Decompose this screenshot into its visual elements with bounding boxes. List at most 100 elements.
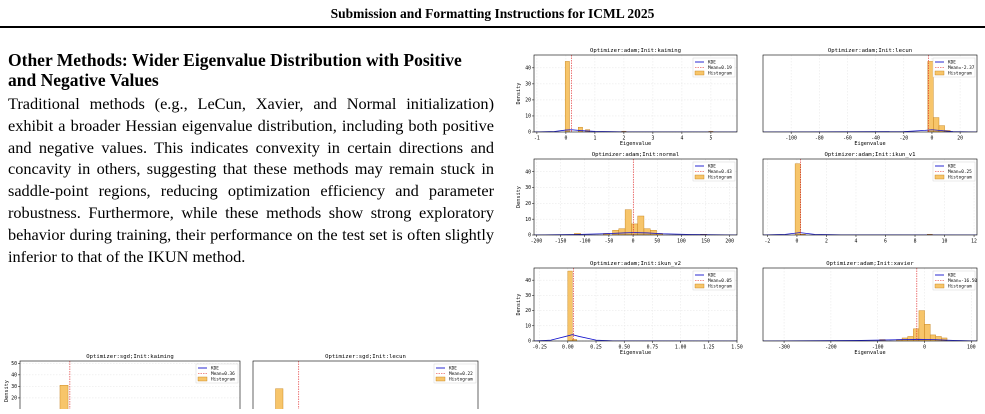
x-tick-label: 6 (884, 239, 887, 245)
axes-frame (252, 360, 479, 414)
legend-kde-label: KDE (708, 60, 716, 66)
kde-curve (763, 129, 977, 132)
x-tick-label: 100 (967, 345, 976, 351)
chart-title: Optimizer:adam;Init:lecun (828, 48, 912, 54)
x-tick-label: 0 (795, 239, 798, 245)
histogram-bars (763, 55, 977, 132)
legend-kde-label: KDE (708, 273, 716, 279)
chart-panel: Optimizer:adam;Init:xavier -300 -200 -100 0 1… (762, 261, 978, 356)
y-tick-label: 20 (525, 98, 531, 104)
y-tick-label: 30 (525, 81, 531, 87)
legend-kde-label: KDE (948, 164, 956, 170)
y-tick-label: 20 (11, 396, 17, 402)
y-tick-label: 40 (525, 65, 531, 71)
x-tick-label: 20 (957, 136, 963, 142)
chart-title: Optimizer:sgd;Init:lecun (325, 354, 406, 360)
x-tick-label: 150 (701, 239, 710, 245)
y-tick-label: 10 (525, 217, 531, 223)
histogram-bar (631, 223, 638, 235)
legend-mean-label: Mean=0.05 (708, 278, 732, 284)
x-tick-label: 200 (725, 239, 734, 245)
histogram-bars (275, 361, 300, 414)
running-title: Submission and Formatting Instructions f… (330, 6, 655, 21)
x-tick-label: -1 (534, 136, 540, 142)
histogram-bar (578, 126, 583, 132)
legend-hist-label: Histogram (948, 284, 972, 290)
legend-hist-swatch (694, 70, 705, 76)
y-axis-label: Density (516, 186, 522, 208)
y-tick-label: 10 (525, 114, 531, 120)
x-tick-label: 2 (622, 136, 625, 142)
legend-hist-swatch (435, 376, 446, 382)
x-tick-label: -100 (872, 345, 884, 351)
histogram-bar (907, 336, 914, 341)
histogram-bar (927, 61, 934, 132)
axes-frame (762, 267, 978, 342)
histogram-bar (935, 336, 942, 341)
section-body: Traditional methods (e.g., LeCun, Xavier… (8, 94, 494, 266)
legend-mean-label: Mean=0.36 (211, 371, 235, 377)
x-tick-label: 5 (709, 136, 712, 142)
x-tick-label: 2 (825, 239, 828, 245)
y-axis-label: Density (516, 294, 522, 316)
axes-frame (762, 158, 978, 236)
histogram-bar (938, 125, 945, 132)
y-tick-label: 30 (525, 185, 531, 191)
x-tick-label: -300 (778, 345, 790, 351)
histogram-bars (534, 159, 737, 235)
legend-mean-label: Mean=0.19 (708, 65, 732, 71)
y-tick-label: 40 (525, 278, 531, 284)
histogram-bar (650, 230, 657, 235)
x-tick-label: -0.25 (532, 345, 547, 351)
histogram-bar (564, 61, 570, 132)
legend-hist-swatch (694, 174, 705, 180)
y-tick-label: 40 (11, 372, 17, 378)
x-tick-label: 1.00 (675, 345, 687, 351)
x-tick-label: -20 (899, 136, 908, 142)
y-tick-label: 20 (525, 201, 531, 207)
chart-panel: Optimizer:adam;Init:lecun -100 -80 -60 -40 -2… (762, 48, 978, 147)
chart-title: Optimizer:adam;Init:normal (592, 152, 680, 158)
x-axis-label: Eigenvalue (620, 350, 651, 356)
kde-curve (763, 338, 977, 341)
legend-mean-label: Mean=0.25 (948, 169, 972, 175)
legend-kde-label: KDE (708, 164, 716, 170)
page-header: Submission and Formatting Instructions f… (0, 0, 985, 28)
y-tick-label: 10 (525, 323, 531, 329)
chart-panel: Optimizer:sgd;Init:lecun KDEMean=0.22Hist… (252, 354, 479, 414)
kde-curve (534, 334, 737, 341)
x-tick-label: 100 (677, 239, 686, 245)
axes-frame (762, 54, 978, 133)
legend-kde-label: KDE (211, 366, 219, 372)
histogram-bar (643, 228, 651, 235)
axes-frame (533, 158, 738, 236)
legend-hist-label: Histogram (948, 71, 972, 77)
figure-adam-grid: Optimizer:adam;Init:kaiming -1 0 1 2 3 4 5 0 10 20… (504, 40, 985, 365)
legend-mean-label: Mean=-2.37 (948, 65, 975, 71)
x-tick-label: -150 (555, 239, 567, 245)
chart-panel: Optimizer:adam;Init:kaiming-1 0 1 2 3 4 501020… (516, 48, 738, 147)
chart-panel: Optimizer:sgd;Init:kaiming 20 30 40 50 KDEMea… (4, 354, 241, 414)
legend-hist-label: Histogram (708, 175, 732, 181)
histogram-bar (59, 385, 69, 414)
y-tick-label: 0 (528, 233, 531, 239)
legend-hist-swatch (197, 376, 208, 382)
legend-hist-label: Histogram (708, 71, 732, 77)
y-axis-label: Density (516, 83, 522, 105)
histogram-bars (763, 268, 977, 341)
x-tick-label: 1.50 (731, 345, 743, 351)
x-tick-label: 3 (651, 136, 654, 142)
axes-frame (19, 360, 241, 414)
adam-eigenvalue-histograms: Optimizer:adam;Init:kaiming-1 0 1 2 3 4 501020… (516, 48, 978, 356)
x-tick-label: -40 (871, 136, 880, 142)
legend-hist-swatch (934, 70, 945, 76)
y-tick-label: 0 (528, 339, 531, 345)
histogram-bar (933, 117, 940, 132)
chart-panel: Optimizer:adam;Init:normal -200 -150 -100 -5… (516, 152, 738, 245)
x-tick-label: 1 (593, 136, 596, 142)
histogram-bars (59, 361, 71, 414)
